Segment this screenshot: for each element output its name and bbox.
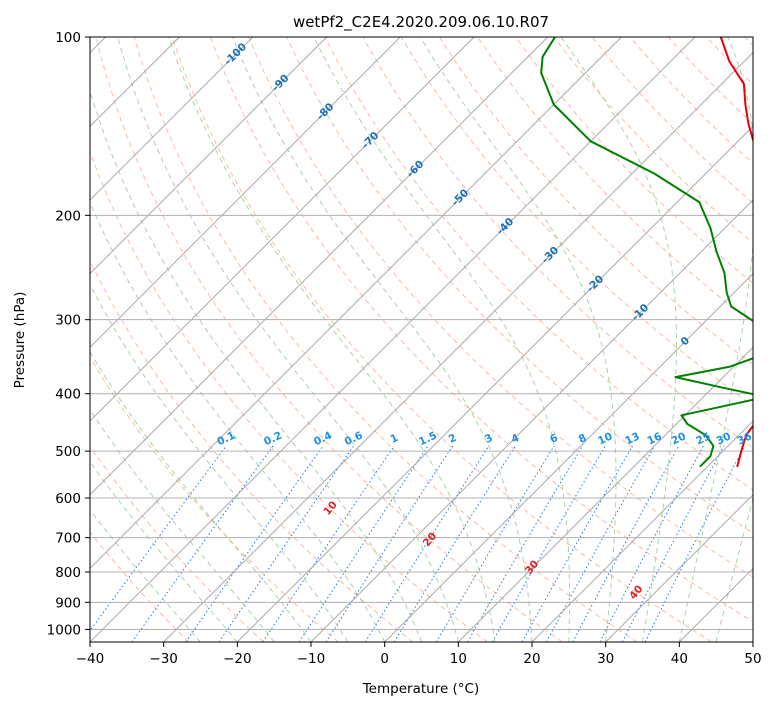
mixing-ratio-line bbox=[644, 445, 746, 642]
mixing-ratio-line bbox=[298, 445, 429, 642]
x-axis-ticks: −40 −30 −20 −10 0 10 20 30 40 50 bbox=[76, 642, 762, 667]
isotherm-line bbox=[90, 37, 327, 275]
x-tick-label: 30 bbox=[597, 651, 614, 667]
x-tick-label: 50 bbox=[744, 651, 761, 667]
mixing-ratio-line bbox=[521, 445, 633, 642]
y-tick-label: 1000 bbox=[47, 622, 81, 638]
mixing-ratio-label: 36 bbox=[735, 430, 753, 447]
x-tick-label: 40 bbox=[671, 651, 688, 667]
y-axis-ticks: 100 200 300 400 500 600 700 800 900 1000 bbox=[47, 30, 90, 638]
mixing-ratio-label: 25 bbox=[694, 430, 712, 447]
mixing-ratio-label: 13 bbox=[623, 430, 641, 447]
isobar-gridlines bbox=[90, 37, 753, 630]
x-tick-label: 20 bbox=[523, 651, 540, 667]
moist-adiabat-line bbox=[715, 496, 753, 642]
dewpoint-line bbox=[540, 37, 753, 468]
mixing-ratio-line bbox=[467, 445, 584, 642]
moist-adiabats bbox=[90, 37, 753, 642]
profile-series bbox=[540, 37, 753, 468]
dry-adiabat-line bbox=[286, 37, 753, 534]
y-tick-label: 800 bbox=[55, 565, 81, 581]
isotherm-line bbox=[90, 37, 401, 348]
dry-adiabat-line bbox=[90, 531, 190, 642]
mixing-ratio-label: 16 bbox=[645, 430, 663, 447]
mixing-ratio-label: 1 bbox=[388, 432, 400, 446]
dry-adiabat-line bbox=[324, 37, 753, 491]
temperature-line bbox=[719, 37, 753, 468]
mixing-ratio-line bbox=[364, 445, 490, 642]
y-tick-label: 300 bbox=[55, 313, 81, 329]
y-tick-label: 900 bbox=[55, 595, 81, 611]
y-axis-label: Pressure (hPa) bbox=[12, 292, 28, 389]
isotherms bbox=[90, 37, 753, 642]
mixing-ratio-label: 8 bbox=[577, 432, 589, 446]
moist-adiabat-line bbox=[560, 37, 677, 642]
x-tick-label: −40 bbox=[76, 651, 105, 667]
isotherm-line bbox=[458, 346, 753, 642]
mixing-ratio-label: 20 bbox=[670, 430, 688, 447]
mixing-ratio-line bbox=[131, 445, 274, 642]
y-tick-label: 500 bbox=[55, 444, 81, 460]
y-tick-label: 200 bbox=[55, 208, 81, 224]
x-tick-label: 10 bbox=[450, 651, 467, 667]
plot-frame bbox=[89, 36, 754, 643]
moist-adiabat-line bbox=[90, 89, 422, 642]
x-tick-label: 0 bbox=[380, 651, 389, 667]
moist-adiabat-line bbox=[678, 37, 753, 642]
moist-adiabat-line bbox=[168, 37, 496, 642]
isotherm-line bbox=[384, 273, 753, 642]
plot-background bbox=[90, 37, 753, 642]
x-tick-label: −10 bbox=[297, 651, 326, 667]
isotherm-line bbox=[90, 37, 696, 642]
dry-adiabat-line bbox=[438, 37, 753, 365]
moist-adiabat-line bbox=[90, 283, 349, 642]
moist-adiabat-line bbox=[419, 37, 617, 642]
moist-adiabat-line bbox=[232, 37, 533, 642]
mixing-ratio-line bbox=[325, 445, 454, 642]
y-tick-label: 700 bbox=[55, 531, 81, 547]
mixing-ratio-label: 10 bbox=[596, 430, 614, 447]
dry-adiabat-line bbox=[90, 356, 339, 642]
dry-adiabat-line bbox=[400, 37, 753, 407]
chart-title: wetPf2_C2E4.2020.209.06.10.R07 bbox=[293, 13, 549, 32]
isotherm-line bbox=[531, 420, 753, 642]
mixing-ratio-label: 3 bbox=[483, 432, 495, 446]
isotherm-line bbox=[237, 125, 753, 642]
isotherm-line bbox=[605, 494, 753, 642]
mixing-ratio-line bbox=[491, 445, 606, 642]
isotherm-line bbox=[310, 199, 753, 642]
isotherm-line bbox=[90, 37, 475, 422]
dry-adiabat-line bbox=[248, 37, 753, 578]
dry-adiabat-line bbox=[90, 259, 414, 642]
y-tick-label: 400 bbox=[55, 387, 81, 403]
mixing-ratio-line bbox=[262, 445, 395, 642]
mixing-ratio-label: 6 bbox=[548, 432, 560, 446]
dry-adiabats bbox=[90, 37, 753, 642]
isotherm-line bbox=[752, 641, 753, 642]
moist-adiabat-line bbox=[117, 37, 459, 642]
dry-adiabat-line bbox=[133, 37, 638, 642]
isotherm-line bbox=[90, 37, 548, 496]
isotherm-line bbox=[90, 37, 254, 201]
x-tick-label: −30 bbox=[149, 651, 178, 667]
dry-adiabat-line bbox=[95, 37, 563, 642]
x-tick-label: −20 bbox=[223, 651, 252, 667]
x-axis-label: Temperature (°C) bbox=[362, 681, 480, 697]
isotherm-line bbox=[90, 37, 622, 569]
mixing-ratio-label: 30 bbox=[715, 430, 733, 447]
y-tick-label: 100 bbox=[55, 30, 81, 46]
isotherm-line bbox=[163, 52, 753, 642]
dry-adiabat-line bbox=[210, 37, 753, 623]
moist-adiabat-line bbox=[313, 37, 570, 642]
mixing-ratio-line bbox=[545, 445, 656, 642]
mixing-ratio-line bbox=[599, 445, 704, 642]
y-tick-label: 600 bbox=[55, 491, 81, 507]
mixing-ratio-label: 4 bbox=[509, 432, 521, 446]
mixing-ratio-label: 2 bbox=[447, 432, 459, 446]
moist-adiabat-line bbox=[90, 201, 386, 642]
